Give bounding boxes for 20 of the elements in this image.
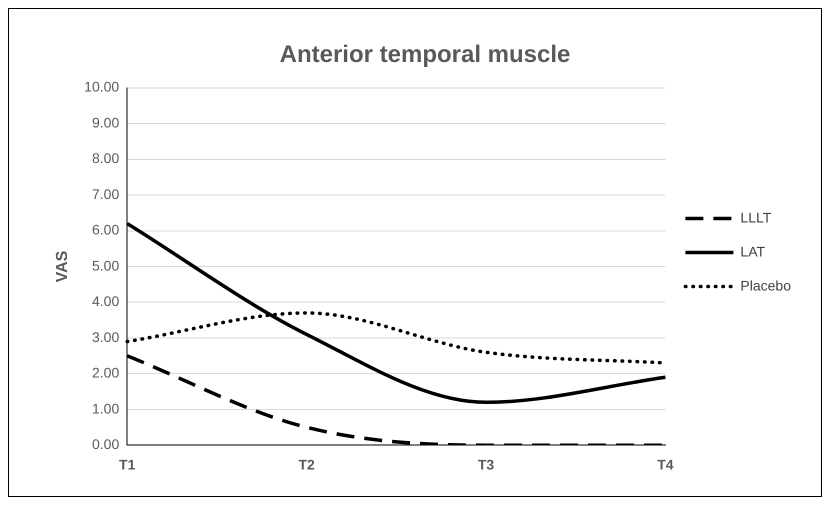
y-tick-label: 3.00 (92, 328, 120, 345)
y-tick-label: 8.00 (92, 150, 120, 166)
y-tick-label: 10.00 (84, 78, 120, 95)
y-tick-label: 2.00 (92, 364, 120, 381)
y-tick-label: 1.00 (92, 400, 120, 416)
y-tick-label: 4.00 (92, 293, 120, 310)
x-tick-label: T3 (478, 456, 494, 472)
legend-label: Placebo (740, 277, 792, 294)
legend-label: LLLT (740, 209, 772, 226)
y-axis-title: VAS (54, 250, 72, 282)
y-tick-label: 9.00 (92, 114, 120, 130)
x-tick-label: T1 (119, 456, 136, 472)
x-tick-label: T4 (657, 456, 674, 472)
chart-title: Anterior temporal muscle (280, 41, 570, 68)
x-tick-label: T2 (298, 456, 316, 472)
y-tick-label: 7.00 (92, 186, 120, 202)
y-tick-label: 5.00 (92, 257, 120, 274)
y-tick-label: 6.00 (92, 222, 120, 238)
legend-label: LAT (740, 243, 766, 260)
y-tick-label: 0.00 (92, 436, 120, 452)
